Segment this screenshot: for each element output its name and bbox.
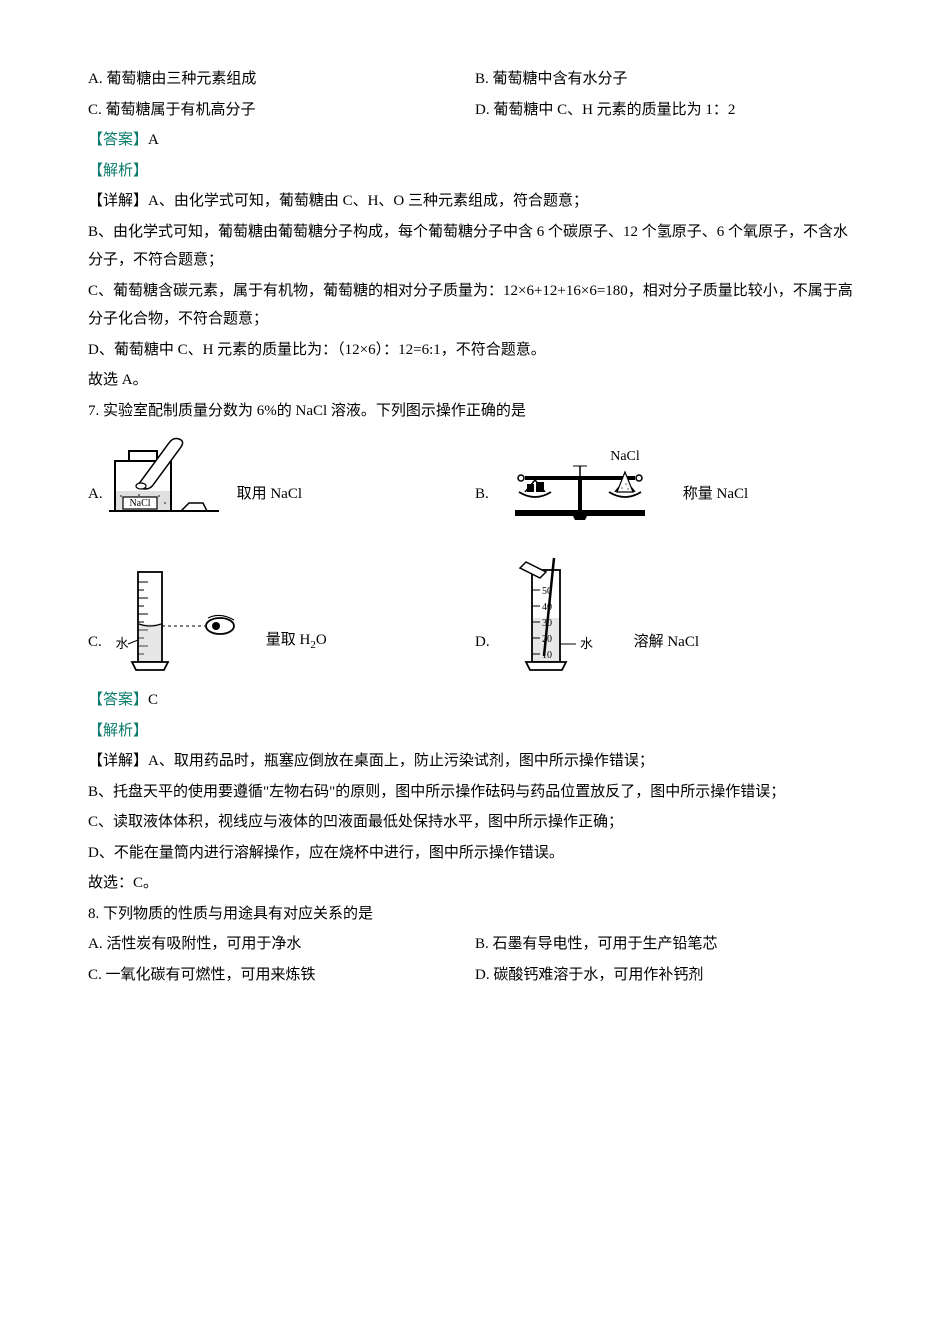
- svg-text:NaCl: NaCl: [610, 449, 640, 464]
- q7-options-row2: C.: [88, 556, 862, 676]
- q8-options-row1: A. 活性炭有吸附性，可用于净水 B. 石墨有导电性，可用于生产铅笔芯: [88, 930, 862, 959]
- q6-analysis-label: 【解析】: [88, 157, 862, 186]
- q7-c-letter: C.: [88, 628, 102, 677]
- q6-detail-2: C、葡萄糖含碳元素，属于有机物，葡萄糖的相对分子质量为：12×6+12+16×6…: [88, 277, 862, 334]
- q7-detail-1: B、托盘天平的使用要遵循"左物右码"的原则，图中所示操作砝码与药品位置放反了，图…: [88, 778, 862, 807]
- q7-option-c: C.: [88, 556, 475, 676]
- q6-option-b: B. 葡萄糖中含有水分子: [475, 71, 628, 87]
- q7-a-caption: 取用 NaCl: [237, 480, 302, 529]
- q8-option-a: A. 活性炭有吸附性，可用于净水: [88, 936, 301, 952]
- q7-a-letter: A.: [88, 480, 103, 529]
- q7-d-letter: D.: [475, 628, 490, 677]
- answer-label: 【答案】: [88, 692, 148, 708]
- q6-option-c: C. 葡萄糖属于有机高分子: [88, 102, 256, 118]
- q8-stem: 8. 下列物质的性质与用途具有对应关系的是: [88, 900, 862, 929]
- cylinder-eye-icon: 水: [108, 566, 248, 676]
- q7-detail-2: C、读取液体体积，视线应与液体的凹液面最低处保持水平，图中所示操作正确；: [88, 808, 862, 837]
- q6-option-a: A. 葡萄糖由三种元素组成: [88, 71, 256, 87]
- q7-d-caption: 溶解 NaCl: [634, 628, 699, 677]
- q8-options-row2: C. 一氧化碳有可燃性，可用来炼铁 D. 碳酸钙难溶于水，可用作补钙剂: [88, 961, 862, 990]
- balance-icon: NaCl: [495, 448, 665, 528]
- svg-text:水: 水: [580, 636, 593, 651]
- q6-answer: 【答案】A: [88, 126, 862, 155]
- q6-options-row1: A. 葡萄糖由三种元素组成 B. 葡萄糖中含有水分子: [88, 65, 862, 94]
- svg-text:NaCl: NaCl: [129, 498, 150, 509]
- q6-detail-1: B、由化学式可知，葡萄糖由葡萄糖分子构成，每个葡萄糖分子中含 6 个碳原子、12…: [88, 218, 862, 275]
- svg-text:水: 水: [115, 636, 128, 651]
- q7-b-caption: 称量 NaCl: [683, 480, 748, 529]
- q7-option-d: D. 50 40 30 20 10: [475, 556, 862, 676]
- q7-option-b: B. NaCl: [475, 433, 862, 528]
- cylinder-stir-icon: 50 40 30 20 10: [496, 556, 616, 676]
- q8-option-b: B. 石墨有导电性，可用于生产铅笔芯: [475, 936, 718, 952]
- page: A. 葡萄糖由三种元素组成 B. 葡萄糖中含有水分子 C. 葡萄糖属于有机高分子…: [0, 0, 950, 1031]
- q7-answer: 【答案】C: [88, 686, 862, 715]
- q7-detail-3: D、不能在量筒内进行溶解操作，应在烧杯中进行，图中所示操作错误。: [88, 839, 862, 868]
- q6-detail-4: 故选 A。: [88, 366, 862, 395]
- q7-answer-value: C: [148, 692, 158, 708]
- q8-option-c: C. 一氧化碳有可燃性，可用来炼铁: [88, 967, 316, 983]
- jar-spoon-icon: NaCl: [109, 433, 219, 528]
- q6-detail-3: D、葡萄糖中 C、H 元素的质量比为：（12×6）：12=6:1，不符合题意。: [88, 336, 862, 365]
- q7-stem: 7. 实验室配制质量分数为 6%的 NaCl 溶液。下列图示操作正确的是: [88, 397, 862, 426]
- q8-option-d: D. 碳酸钙难溶于水，可用作补钙剂: [475, 967, 703, 983]
- q7-analysis-label: 【解析】: [88, 717, 862, 746]
- answer-label: 【答案】: [88, 132, 148, 148]
- q6-option-d: D. 葡萄糖中 C、H 元素的质量比为 1：2: [475, 102, 735, 118]
- q6-detail-0: 【详解】A、由化学式可知，葡萄糖由 C、H、O 三种元素组成，符合题意；: [88, 187, 862, 216]
- q6-answer-value: A: [148, 132, 159, 148]
- q7-options-row1: A.: [88, 433, 862, 528]
- q7-b-letter: B.: [475, 480, 489, 529]
- q7-detail-4: 故选：C。: [88, 869, 862, 898]
- q7-option-a: A.: [88, 433, 475, 528]
- q7-detail-0: 【详解】A、取用药品时，瓶塞应倒放在桌面上，防止污染试剂，图中所示操作错误；: [88, 747, 862, 776]
- q6-options-row2: C. 葡萄糖属于有机高分子 D. 葡萄糖中 C、H 元素的质量比为 1：2: [88, 96, 862, 125]
- q7-c-caption: 量取 H2O: [266, 626, 327, 676]
